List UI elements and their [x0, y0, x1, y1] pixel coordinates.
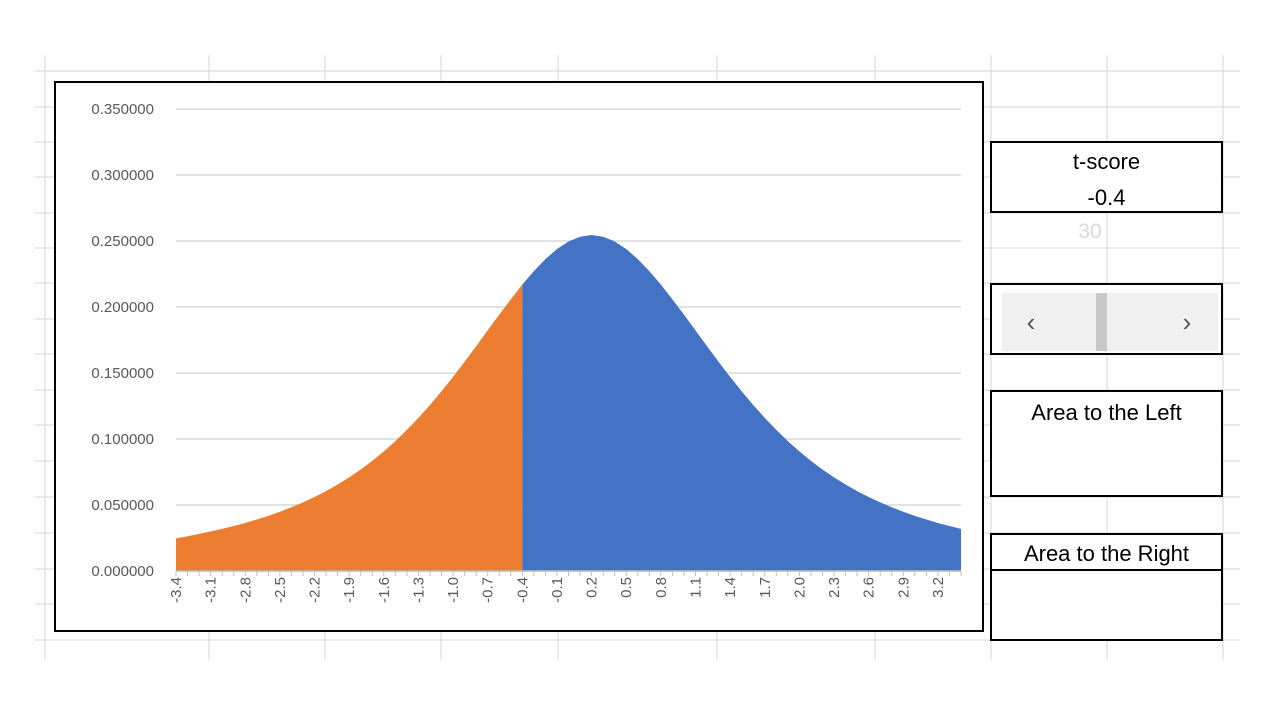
area-right-series: [522, 235, 961, 571]
x-tick-label: -0.7: [480, 577, 497, 603]
scrollbar-linked-cell-value: 30: [1078, 220, 1102, 243]
y-tick-label: 0.250000: [91, 233, 154, 250]
y-tick-label: 0.150000: [91, 365, 154, 382]
x-tick-label: -2.5: [272, 577, 289, 603]
y-tick-label: 0.350000: [91, 101, 154, 118]
chevron-left-icon[interactable]: ‹: [1026, 307, 1036, 337]
area-right-label: Area to the Right: [1023, 541, 1190, 566]
x-tick-label: -1.0: [445, 577, 462, 603]
x-tick-label: 2.3: [826, 577, 843, 598]
tscore-scrollbar-box: ‹ ›: [990, 283, 1223, 355]
y-tick-label: 0.200000: [91, 299, 154, 316]
tscore-value[interactable]: -0.4: [1087, 185, 1126, 210]
x-tick-label: 2.0: [791, 577, 808, 598]
x-tick-label: -3.4: [168, 577, 185, 603]
x-tick-label: -2.2: [307, 577, 324, 603]
area-left-label: Area to the Left: [1031, 400, 1182, 425]
y-tick-label: 0.300000: [91, 167, 154, 184]
tscore-box: t-score -0.4: [990, 141, 1223, 213]
scrollbar-thumb[interactable]: [1096, 293, 1108, 351]
chart-plot-area: 0.000000 0.050000 0.100000 0.150000 0.200000…: [91, 101, 962, 603]
x-tick-label: 1.7: [757, 577, 774, 598]
area-left-series: [176, 284, 523, 571]
area-left-box: Area to the Left: [990, 390, 1223, 497]
y-tick-label: 0.050000: [91, 497, 154, 514]
chevron-right-icon[interactable]: ›: [1182, 307, 1192, 337]
x-tick-label: -0.4: [514, 577, 531, 603]
y-tick-label: 0.000000: [91, 563, 154, 580]
x-tick-label: 0.8: [653, 577, 670, 598]
tscore-scrollbar[interactable]: ‹ ›: [1002, 293, 1218, 351]
x-tick-label: 0.2: [584, 577, 601, 598]
x-tick-label: -1.6: [376, 577, 393, 603]
tscore-label: t-score: [1072, 149, 1141, 174]
x-tick-label: 0.5: [618, 577, 635, 598]
area-right-value-box: [990, 569, 1223, 641]
x-tick-label: -2.8: [237, 577, 254, 603]
x-tick-label: 2.9: [895, 577, 912, 598]
x-tick-label: 3.2: [930, 577, 947, 598]
t-distribution-chart: 0.000000 0.050000 0.100000 0.150000 0.200000…: [54, 81, 984, 632]
area-right-label-box: Area to the Right: [990, 533, 1223, 571]
x-tick-label: 1.1: [687, 577, 704, 598]
x-tick-label: 2.6: [861, 577, 878, 598]
x-tick-label: -1.3: [410, 577, 427, 603]
x-tick-label: -0.1: [549, 577, 566, 603]
y-tick-label: 0.100000: [91, 431, 154, 448]
x-tick-label: 1.4: [722, 577, 739, 598]
x-tick-label: -1.9: [341, 577, 358, 603]
x-tick-label: -3.1: [203, 577, 220, 603]
